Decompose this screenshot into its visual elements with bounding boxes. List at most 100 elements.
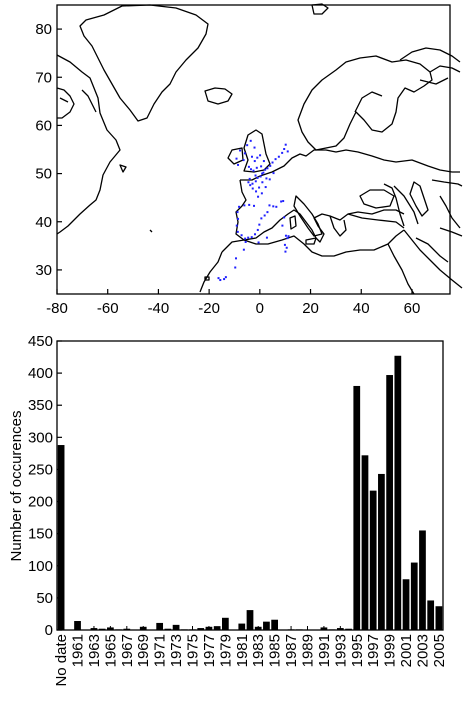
- occurrence-point: [262, 171, 265, 174]
- bar: [435, 606, 443, 630]
- occurrence-point: [277, 155, 280, 158]
- occurrence-point: [272, 172, 275, 175]
- bar-x-tick-label: 1975: [185, 634, 202, 667]
- coastlines: [56, 3, 463, 295]
- occurrence-point: [268, 204, 271, 207]
- occurrence-point: [259, 175, 262, 178]
- map-y-axis: 30 40 50 60 70 80: [35, 21, 62, 279]
- occurrence-point: [284, 234, 287, 237]
- bar: [402, 579, 410, 630]
- bar: [271, 619, 279, 630]
- occurrence-point: [253, 160, 256, 163]
- bar-x-tick-label: 1965: [102, 634, 119, 667]
- bar-x-tick-label: 1973: [168, 634, 185, 667]
- bar-x-tick-label: 1971: [152, 634, 169, 667]
- occurrence-point: [251, 187, 254, 190]
- occurrence-point: [269, 164, 272, 167]
- bar: [378, 473, 385, 630]
- bar: [213, 626, 221, 630]
- bar: [361, 455, 369, 630]
- occurrence-point: [266, 167, 269, 170]
- bar: [197, 628, 205, 630]
- occurrence-point: [250, 236, 253, 239]
- occurrence-point: [283, 243, 286, 246]
- occurrence-point: [261, 172, 264, 175]
- bar-y-tick-label: 50: [36, 590, 53, 607]
- occurrence-point: [251, 182, 254, 185]
- bar-x-tick-label: 1985: [267, 634, 284, 667]
- map-y-tick-label: 80: [35, 21, 52, 38]
- occurrence-point: [253, 204, 256, 207]
- bar-x-tick-label: 1981: [234, 634, 251, 667]
- map-y-tick-label: 40: [35, 214, 52, 231]
- occurrence-point: [256, 176, 259, 179]
- occurrence-point: [264, 186, 267, 189]
- occurrence-point: [260, 217, 263, 220]
- occurrence-point: [249, 139, 252, 142]
- occurrence-point: [257, 241, 260, 244]
- bar-x-tick-label: 2005: [431, 634, 448, 667]
- occurrence-point: [255, 190, 258, 193]
- occurrence-point: [258, 223, 261, 226]
- occurrence-point: [275, 205, 278, 208]
- occurrence-point: [259, 154, 262, 157]
- occurrence-point: [223, 278, 226, 281]
- bar: [369, 490, 377, 630]
- occurrence-point: [285, 246, 288, 249]
- map-x-tick-label: 0: [256, 300, 264, 317]
- occurrence-point: [260, 192, 263, 195]
- bar-x-tick-label: 1995: [349, 634, 366, 667]
- occurrence-point: [255, 166, 258, 169]
- bar-x-tick-label: 1979: [217, 634, 234, 667]
- bar-x-tick-label: 1993: [332, 634, 349, 667]
- bar-x-tick-label: 2001: [398, 634, 415, 667]
- map-y-tick-label: 50: [35, 166, 52, 183]
- occurrence-point: [260, 165, 263, 168]
- bar: [57, 445, 65, 630]
- occurrence-point: [254, 233, 257, 236]
- occurrence-point: [287, 235, 290, 238]
- occurrence-point: [284, 143, 287, 146]
- bar-x-tick-label: No date: [53, 634, 70, 687]
- bar-x-tick-label: 1999: [382, 634, 399, 667]
- map-x-axis: -80 -60 -40 -20 0 20 40 60: [46, 289, 420, 317]
- occurrence-point: [235, 224, 238, 227]
- bar-frame: [56, 340, 444, 631]
- bar: [427, 600, 435, 630]
- bar-x-tick-label: 1991: [316, 634, 333, 667]
- bar: [410, 562, 418, 630]
- occurrence-point: [281, 224, 284, 227]
- map-x-tick-label: 40: [353, 300, 370, 317]
- bar-x-tick-label: 1977: [201, 634, 218, 667]
- map-y-tick-label: 30: [35, 262, 52, 279]
- bar-x-tick-label: 1997: [365, 634, 382, 667]
- occurrence-point: [243, 152, 246, 155]
- occurrence-point: [248, 177, 251, 180]
- occurrence-point: [252, 169, 255, 172]
- occurrence-point: [266, 211, 269, 214]
- occurrence-point: [256, 228, 259, 231]
- occurrence-point: [219, 279, 222, 282]
- map-x-tick-label: -80: [46, 300, 68, 317]
- map-frame: [56, 4, 451, 295]
- bar-y-axis: 0 50 100 150 200 250 300 350 400 450: [28, 333, 62, 639]
- occurrence-point: [250, 155, 253, 158]
- bar: [394, 355, 402, 630]
- occurrence-point: [239, 149, 242, 152]
- map-x-tick-label: -60: [97, 300, 119, 317]
- occurrence-point: [235, 257, 238, 260]
- bar-y-tick-label: 300: [28, 429, 53, 446]
- bar: [353, 385, 361, 630]
- bar-y-tick-label: 150: [28, 526, 53, 543]
- bar: [263, 621, 270, 630]
- occurrence-point: [217, 277, 220, 280]
- occurrence-point: [248, 203, 251, 206]
- occurrence-point: [284, 250, 287, 253]
- occurrence-point: [274, 158, 277, 161]
- occurrence-point: [268, 178, 271, 181]
- occurrence-point: [243, 204, 246, 207]
- occurrence-point: [244, 240, 247, 243]
- occurrence-point: [271, 161, 274, 164]
- occurrence-point: [282, 200, 285, 203]
